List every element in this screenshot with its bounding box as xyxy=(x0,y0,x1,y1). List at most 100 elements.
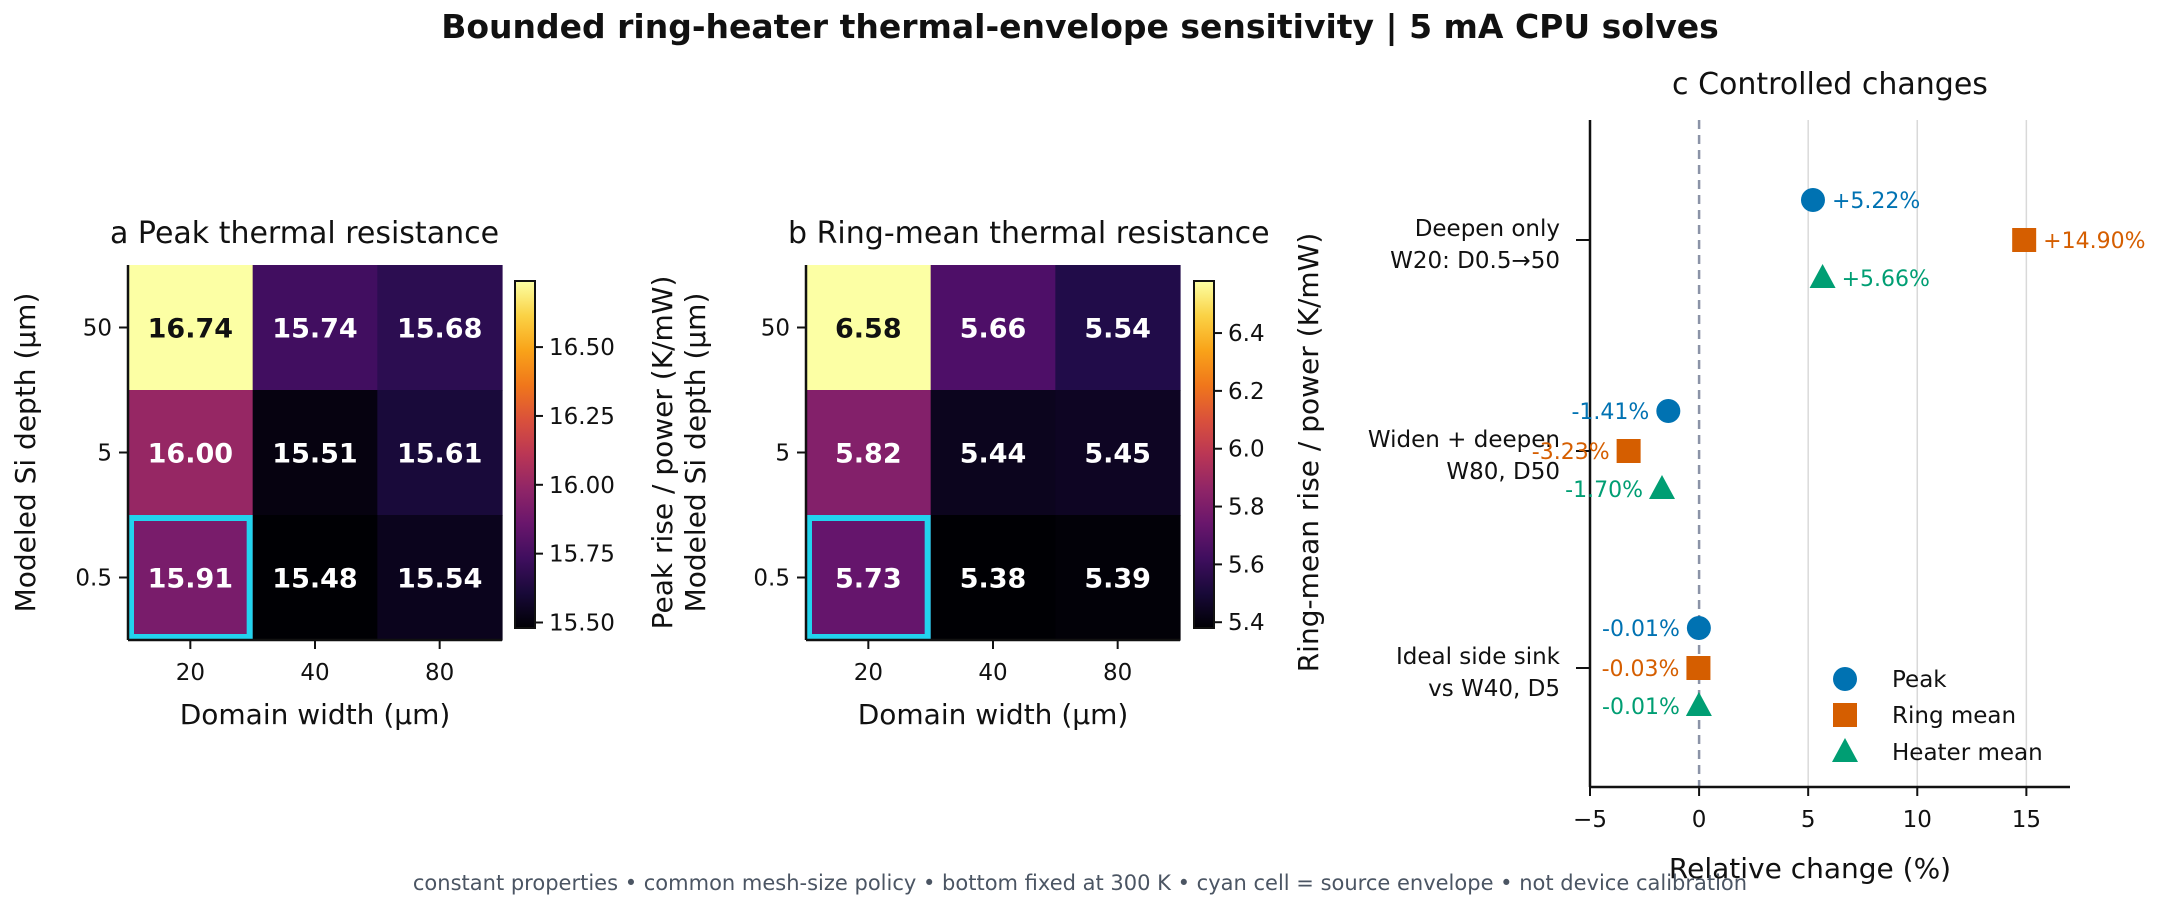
colorbar-label: Peak rise / power (K/mW) xyxy=(646,276,679,630)
heatmap-cell-value: 5.66 xyxy=(960,314,1027,345)
y-axis-label: Modeled Si depth (µm) xyxy=(9,293,42,613)
data-label: +5.66% xyxy=(1842,267,1930,292)
data-label: -0.01% xyxy=(1602,695,1680,720)
x-tick-label: 80 xyxy=(1103,660,1132,686)
panel-title: c Controlled changes xyxy=(1672,67,1988,102)
colorbar-tick-label: 16.00 xyxy=(549,473,615,499)
colorbar xyxy=(1193,280,1215,629)
x-axis-label: Domain width (µm) xyxy=(858,698,1129,731)
heatmap-cell-value: 15.74 xyxy=(272,314,357,345)
heatmap-cell-value: 15.54 xyxy=(397,564,482,595)
x-tick-label: 40 xyxy=(300,660,329,686)
heatmap-cell xyxy=(128,390,254,516)
heatmap-cell xyxy=(128,265,254,391)
heatmap-cell-value: 15.48 xyxy=(272,564,357,595)
data-point-circle xyxy=(1656,399,1681,423)
heatmap-cell xyxy=(377,265,503,391)
colorbar-tick-label: 15.50 xyxy=(549,610,615,636)
colorbar-tick-label: 6.2 xyxy=(1228,379,1265,405)
group-label: vs W40, D5 xyxy=(1428,676,1560,702)
legend-label: Ring mean xyxy=(1892,703,2016,729)
colorbar xyxy=(514,280,536,629)
y-tick-label: 0.5 xyxy=(75,566,112,592)
data-point-square xyxy=(2012,228,2037,252)
heatmap-cell xyxy=(930,515,1056,641)
group-label: Ideal side sink xyxy=(1396,644,1561,670)
data-point-square xyxy=(1616,439,1641,463)
heatmap-cell-value: 5.39 xyxy=(1084,564,1151,595)
heatmap-cell-value: 15.61 xyxy=(397,439,482,470)
heatmap-cell xyxy=(252,265,378,391)
x-tick-label: 0 xyxy=(1692,807,1707,833)
colorbar-label: Ring-mean rise / power (K/mW) xyxy=(1292,233,1325,673)
heatmap-cell-value: 16.74 xyxy=(148,314,233,345)
y-tick-label: 50 xyxy=(83,316,112,342)
heatmap-cell xyxy=(377,515,503,641)
colorbar-tick-label: 6.0 xyxy=(1228,437,1265,463)
x-tick-label: 40 xyxy=(978,660,1007,686)
legend-marker-triangle xyxy=(1832,738,1858,762)
heatmap-cell-value: 15.91 xyxy=(148,564,233,595)
data-label: -1.70% xyxy=(1565,478,1643,503)
x-tick-label: 80 xyxy=(425,660,454,686)
heatmap-cell xyxy=(1055,265,1181,391)
data-label: +5.22% xyxy=(1832,189,1920,214)
heatmap-cell xyxy=(377,390,503,516)
data-point-square xyxy=(1686,656,1711,680)
heatmap-cell xyxy=(252,515,378,641)
x-tick-label: 15 xyxy=(2012,807,2041,833)
x-tick-label: −5 xyxy=(1573,807,1607,833)
panel-b-ring-mean-heatmap: b Ring-mean thermal resistance 6.58 5.66 5.… xyxy=(679,216,1325,731)
heatmap-cell xyxy=(1055,390,1181,516)
legend-marker-circle xyxy=(1833,667,1857,691)
legend-label: Peak xyxy=(1892,667,1947,693)
data-label: -3.23% xyxy=(1532,440,1610,465)
heatmap-cell-value: 5.38 xyxy=(960,564,1027,595)
heatmap-cell-value: 16.00 xyxy=(148,439,233,470)
group-label: W80, D50 xyxy=(1446,459,1560,485)
heatmap-cell xyxy=(930,390,1056,516)
x-axis-label: Domain width (µm) xyxy=(180,698,451,731)
data-label: -0.01% xyxy=(1602,617,1680,642)
x-tick-label: 5 xyxy=(1801,807,1816,833)
heatmap-cell-value: 6.58 xyxy=(835,314,902,345)
heatmap-cell xyxy=(806,390,932,516)
heatmap-cell-value: 5.54 xyxy=(1084,314,1151,345)
panel-c-controlled-changes: c Controlled changes −5 0 5 10 15 Relative cha… xyxy=(1368,67,2146,885)
source-envelope-highlight xyxy=(128,515,253,640)
footnote: constant properties • common mesh-size p… xyxy=(413,871,1747,895)
data-point-circle xyxy=(1800,188,1825,212)
heatmap-cell-value: 5.73 xyxy=(835,564,902,595)
heatmap-cell xyxy=(806,265,932,391)
heatmap-cell-value: 5.45 xyxy=(1084,439,1151,470)
colorbar-tick-label: 16.50 xyxy=(549,335,615,361)
data-point-triangle xyxy=(1649,475,1675,499)
source-envelope-highlight xyxy=(806,515,931,640)
y-tick-label: 5 xyxy=(97,441,112,467)
heatmap-cell xyxy=(128,515,254,641)
x-tick-label: 10 xyxy=(1903,807,1932,833)
colorbar-tick-label: 5.4 xyxy=(1228,610,1265,636)
panel-title: b Ring-mean thermal resistance xyxy=(788,216,1270,251)
heatmap-cell xyxy=(930,265,1056,391)
heatmap-cell-value: 15.51 xyxy=(272,439,357,470)
y-tick-label: 50 xyxy=(761,316,790,342)
figure-title: Bounded ring-heater thermal-envelope sen… xyxy=(441,7,1719,46)
heatmap-cell xyxy=(1055,515,1181,641)
legend-label: Heater mean xyxy=(1892,740,2043,766)
y-tick-label: 0.5 xyxy=(753,566,790,592)
y-tick-label: 5 xyxy=(775,441,790,467)
legend-marker-square xyxy=(1833,703,1857,727)
heatmap-cell xyxy=(252,390,378,516)
colorbar-tick-label: 5.6 xyxy=(1228,552,1265,578)
data-label: +14.90% xyxy=(2043,229,2145,254)
heatmap-cell-value: 15.68 xyxy=(397,314,482,345)
colorbar-tick-label: 5.8 xyxy=(1228,495,1265,521)
x-tick-label: 20 xyxy=(854,660,883,686)
colorbar-tick-label: 6.4 xyxy=(1228,321,1265,347)
panel-a-peak-heatmap: a Peak thermal resistance 16.74 15.74 15.68… xyxy=(9,216,679,731)
colorbar-tick-label: 16.25 xyxy=(549,404,615,430)
data-point-circle xyxy=(1686,616,1711,640)
heatmap-cell-value: 5.44 xyxy=(960,439,1027,470)
